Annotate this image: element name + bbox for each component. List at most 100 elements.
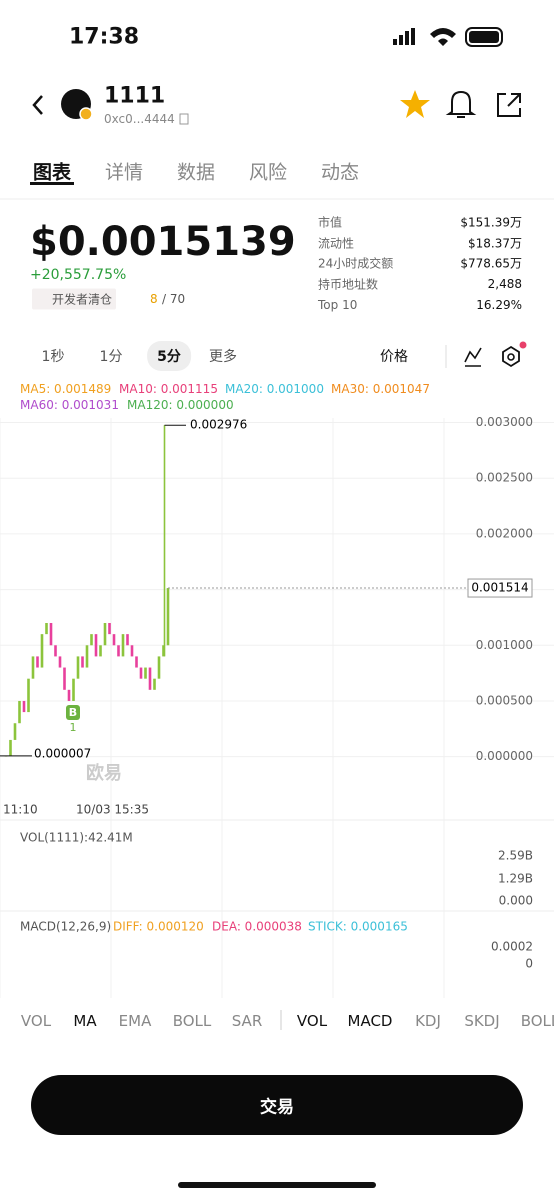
interval[interactable]: 1秒: [41, 349, 65, 365]
x-tick-label: 11:10: [3, 803, 38, 817]
high-label: 0.002976: [190, 418, 247, 432]
back-icon[interactable]: [32, 95, 43, 115]
token-name: 1111: [104, 83, 166, 109]
indicator[interactable]: EMA: [118, 1012, 152, 1030]
y-tick-label: 0.002500: [476, 471, 533, 485]
candle: [130, 645, 134, 657]
y-tick-label: 0.000500: [476, 693, 533, 707]
candle: [40, 634, 44, 668]
tab[interactable]: 动态: [320, 161, 360, 184]
signal: [405, 31, 409, 45]
macd-label: MACD(12,26,9): [20, 920, 111, 934]
trade-button-label[interactable]: 交易: [260, 1097, 294, 1118]
stat-label: Top 10: [318, 297, 358, 312]
ma-label: MA5: 0.001489: [20, 382, 112, 396]
indicator-icon[interactable]: [464, 347, 482, 367]
volume-tick: 1.29B: [498, 872, 533, 886]
candle: [18, 700, 21, 724]
candle: [103, 623, 107, 646]
macd-diff: DIFF: 0.000120: [113, 920, 204, 934]
alert-icon[interactable]: [445, 90, 477, 118]
stat-value: $18.37万: [468, 236, 522, 251]
candle: [108, 623, 111, 635]
candle: [162, 645, 165, 657]
battery: [465, 27, 503, 47]
buy-marker-label: B: [69, 706, 77, 719]
signal: [411, 28, 415, 45]
watermark: 欧易: [86, 762, 122, 784]
buy-marker-count: 1: [70, 721, 77, 734]
low-label: 0.000007: [34, 746, 91, 760]
candle: [27, 678, 30, 713]
price-change: +20,557.75%: [30, 267, 127, 283]
indicator[interactable]: SAR: [231, 1012, 263, 1030]
candle: [144, 667, 147, 679]
interval[interactable]: 5分: [147, 341, 191, 371]
candle: [126, 634, 129, 646]
candle: [117, 645, 120, 657]
candle: [90, 634, 93, 646]
stat-label: 持币地址数: [318, 277, 379, 292]
candle: [54, 645, 57, 657]
settings-icon[interactable]: [502, 345, 520, 368]
indicator[interactable]: BOLL: [520, 1012, 554, 1030]
volume-label: VOL(1111):42.41M: [20, 831, 133, 845]
indicator[interactable]: MACD: [347, 1012, 393, 1030]
stat-value: $778.65万: [460, 256, 522, 271]
candle: [63, 667, 66, 690]
y-tick-label: 0.001000: [476, 638, 533, 652]
tab[interactable]: 风险: [248, 161, 288, 184]
candle: [45, 623, 48, 635]
candle: [9, 739, 12, 756]
share-icon[interactable]: [497, 93, 521, 117]
red-dot: [519, 341, 527, 349]
candle: [153, 678, 156, 690]
indicator[interactable]: VOL: [20, 1012, 52, 1030]
score: 8: [150, 292, 158, 306]
trade-button[interactable]: [31, 1075, 523, 1135]
candle: [166, 588, 170, 646]
high-wick: [163, 425, 166, 657]
indicator[interactable]: VOL: [296, 1012, 328, 1030]
score-total: / 70: [162, 292, 186, 306]
candle: [72, 678, 75, 701]
y-tick-label: 0.000000: [476, 749, 533, 763]
indicator[interactable]: KDJ: [415, 1012, 441, 1030]
indicator[interactable]: MA: [73, 1012, 97, 1030]
current-label: 0.001514: [471, 581, 528, 595]
buy-marker: [66, 705, 80, 720]
macd-stick: STICK: 0.000165: [308, 920, 408, 934]
star-icon[interactable]: [400, 90, 430, 118]
x-tick-label: 10/03 15:35: [76, 803, 149, 817]
candle: [76, 656, 80, 679]
macd-tick: 0.0002: [491, 940, 533, 954]
candle: [99, 645, 102, 657]
tab[interactable]: 详情: [104, 161, 144, 184]
candle: [135, 656, 138, 668]
candle: [67, 689, 71, 701]
dev-tag: 开发者清仓: [32, 288, 117, 310]
y-tick-label: 0.002000: [476, 526, 533, 540]
candle: [22, 700, 26, 713]
tab[interactable]: 数据: [176, 161, 216, 184]
settings-icon: [507, 353, 515, 361]
candle: [85, 645, 89, 668]
tab[interactable]: 图表: [32, 161, 72, 184]
price-mode[interactable]: 价格: [380, 349, 408, 365]
copy-icon[interactable]: [179, 113, 189, 125]
candle: [148, 667, 152, 690]
candle: [31, 656, 35, 679]
signal: [399, 35, 403, 45]
current-box: [467, 578, 533, 598]
stat-value: 2,488: [487, 277, 522, 292]
interval[interactable]: 更多: [209, 349, 237, 365]
candle: [81, 656, 84, 668]
macd-tick: 0: [525, 957, 533, 971]
stat-label: 流动性: [318, 236, 355, 251]
macd-dea: DEA: 0.000038: [212, 920, 302, 934]
indicator[interactable]: SKDJ: [464, 1012, 500, 1030]
indicator[interactable]: BOLL: [172, 1012, 212, 1030]
candle: [94, 634, 98, 657]
stat-value: 16.29%: [476, 297, 522, 312]
interval[interactable]: 1分: [99, 349, 123, 365]
